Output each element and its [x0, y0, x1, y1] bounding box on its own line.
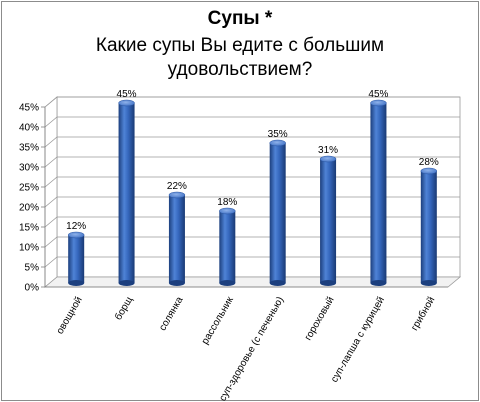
x-tick-label: солянка: [157, 295, 185, 333]
bar-top: [168, 191, 186, 199]
bar-body: [68, 235, 85, 283]
bar-base: [370, 280, 387, 286]
bar-body: [420, 171, 437, 283]
bar-body: [118, 103, 135, 283]
grid-layer: [43, 96, 462, 288]
bar-top: [219, 207, 236, 215]
bar-body: [320, 159, 337, 283]
bar-base: [68, 280, 85, 286]
data-label: 28%: [419, 157, 439, 168]
bar: [118, 99, 135, 286]
chart-subtitle-line-1: Какие супы Вы едите с большим: [95, 35, 385, 56]
x-tick-label: борщ: [112, 295, 135, 323]
x-tick-label: грибной: [408, 295, 437, 333]
bar-body: [219, 211, 236, 283]
floor: [43, 276, 462, 288]
bar-body: [269, 143, 286, 283]
back-wall: [56, 96, 461, 278]
bar-base: [118, 280, 135, 286]
bar-base: [168, 280, 185, 286]
chart-subtitle-line-2: удовольствием?: [167, 59, 313, 80]
bars: [67, 99, 438, 286]
data-label: 22%: [167, 181, 187, 192]
bar: [420, 167, 438, 286]
x-axis: овощной борщ солянка рассольниксуп-здоровье…: [55, 294, 438, 402]
y-tick-label: 45%: [19, 103, 39, 114]
bar-top: [370, 99, 387, 107]
data-label: 45%: [368, 89, 388, 100]
bar-base: [219, 280, 236, 286]
y-tick-label: 35%: [19, 143, 39, 154]
y-tick-label: 25%: [19, 183, 39, 194]
bar-top: [67, 231, 85, 239]
bar: [168, 191, 186, 286]
x-tick-label: рассольник: [200, 294, 236, 346]
data-labels: 12% 45% 22% 18% 35% 31% 45% 28%: [66, 89, 439, 232]
bar: [219, 207, 236, 286]
x-tick-label: суп-лапша с курицей: [329, 295, 387, 384]
bar-base: [420, 280, 437, 286]
y-tick-label: 20%: [19, 203, 39, 214]
y-tick-label: 0%: [25, 283, 40, 294]
y-tick-label: 30%: [19, 163, 39, 174]
bar-base: [269, 280, 286, 286]
bar-top: [420, 167, 438, 175]
bar-body: [370, 103, 387, 283]
gridline: [44, 96, 460, 108]
bar-top: [118, 99, 135, 107]
bar: [319, 155, 337, 286]
bar: [67, 231, 85, 286]
chart-title: Супы *: [207, 8, 273, 29]
x-tick-label: гороховый: [303, 295, 337, 343]
data-label: 31%: [318, 145, 338, 156]
bar-top: [269, 139, 286, 147]
y-tick-label: 40%: [19, 123, 39, 134]
y-tick-label: 15%: [19, 223, 39, 234]
data-label: 45%: [117, 89, 137, 100]
chart-subtitle: Какие супы Вы едите с большим удовольств…: [0, 34, 480, 82]
y-axis: 0% 5% 10% 15% 20% 25% 30% 35% 40% 45%: [19, 103, 448, 294]
bar: [269, 139, 286, 286]
gridline: [44, 136, 460, 148]
y-tick-label: 10%: [19, 243, 39, 254]
bar-top: [319, 155, 337, 163]
bar: [370, 99, 387, 286]
data-label: 12%: [66, 221, 86, 232]
bar-body: [168, 195, 185, 283]
bar-base: [320, 280, 337, 286]
y-tick-label: 5%: [25, 263, 40, 274]
gridline: [44, 116, 460, 128]
data-label: 18%: [217, 197, 237, 208]
data-label: 35%: [268, 129, 288, 140]
x-tick-label: овощной: [55, 295, 85, 336]
